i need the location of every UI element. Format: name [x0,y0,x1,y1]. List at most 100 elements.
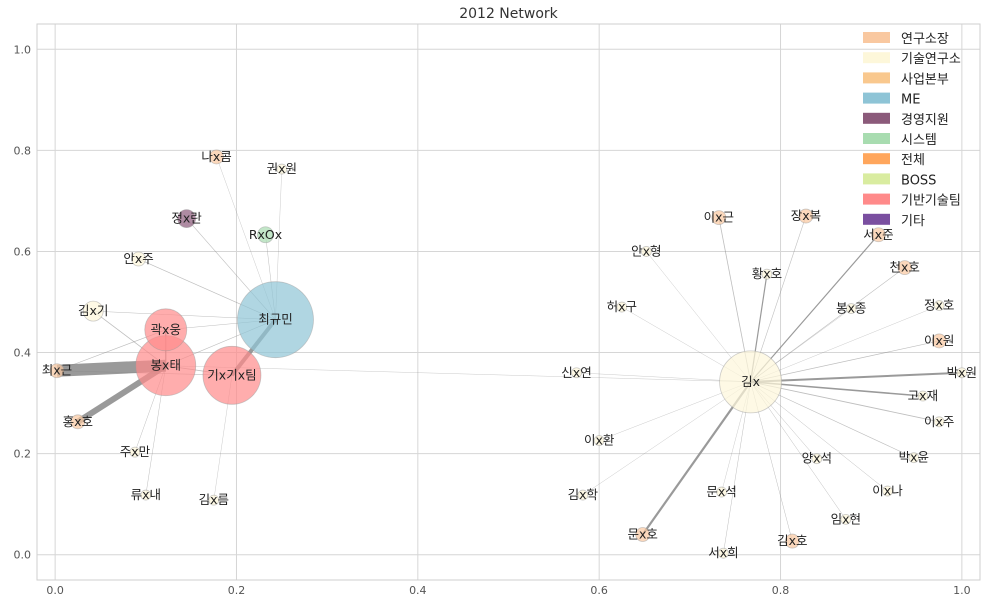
plot-frame [36,23,981,581]
legend-label: 전체 [901,153,925,168]
node-circle [711,210,727,225]
node-label: 고x재 [908,388,938,403]
node-circle [897,260,913,276]
node-label: 곽x웅 [151,322,181,337]
y-tick-label: 0.8 [14,144,32,157]
node-circle [956,367,968,379]
node-circle [577,489,589,501]
node-label: 김x호 [777,533,807,548]
node-label: 서x준 [863,227,893,242]
node-label: 황x호 [752,266,782,281]
x-tick-label: 0.4 [409,584,427,597]
node-circle [811,453,823,465]
legend-label: 기반기술팀 [901,194,961,209]
node-label: 임x현 [831,511,861,526]
node-circle [131,251,146,267]
node-circle [845,303,857,314]
node-label: 문x호 [627,527,657,542]
legend-swatch [863,32,890,43]
y-tick-label: 0.2 [14,448,32,461]
legend-swatch [863,193,890,205]
node-circle [933,300,945,311]
node-label: 문x석 [706,484,736,499]
node-circle [616,301,628,313]
node-label: 서x희 [708,545,738,560]
node-label: 기x기x팀 [207,367,256,382]
node-circle [761,268,773,280]
node-label: 천x호 [890,260,920,275]
node-label: 김x학 [568,487,599,502]
nodes [49,149,968,559]
node-label: 권x원 [267,161,297,176]
node-label: 이x주 [924,414,954,429]
node-label: 이x근 [704,210,734,225]
legend-label: 시스템 [901,133,937,148]
node-circle [931,333,947,349]
node-circle [716,486,727,498]
node-circle [177,209,197,229]
edge [750,340,940,383]
legend-label: ME [901,93,920,108]
node-label: 홍x호 [63,414,93,429]
chart-title: 2012 Network [459,6,558,22]
node-label: 박x윤 [899,450,929,465]
node-circle [593,435,605,446]
legend-swatch [863,153,890,165]
legend-label: 연구소장 [901,32,949,47]
x-tick-label: 0.0 [46,584,64,597]
node-circle [257,226,274,244]
edge [750,371,962,383]
node-label: 김x름 [199,492,229,507]
node-label: 이x원 [924,333,954,348]
node-label: 안x주 [123,251,153,266]
node-circle [571,367,582,379]
node-circle [840,513,852,525]
legend-swatch [863,52,890,64]
node-label: 허x구 [607,299,637,314]
node-circle [784,533,800,549]
node-label: 안x형 [631,243,661,258]
node-label: 봉x태 [151,358,181,373]
edge [582,381,751,496]
node-label: 장x복 [791,208,821,223]
node-label: 이x나 [872,483,903,498]
edge [750,381,940,423]
node-circle [908,452,920,464]
node-circle [635,527,651,542]
node-label: 박x원 [947,365,977,380]
node-label: 나x콤 [201,149,231,164]
node-circle [208,494,220,506]
node-circle [49,363,65,379]
node-label: 정x란 [171,211,202,226]
legend-swatch [863,133,890,144]
x-tick-label: 0.2 [228,584,246,597]
node-circle [917,390,929,402]
x-tick-label: 0.8 [772,584,790,597]
node-label: 봉x종 [836,301,866,316]
node-label: 정x호 [924,298,954,313]
node-label: 류x내 [131,487,161,502]
node-circle [237,281,314,359]
edge [750,305,940,383]
legend-swatch [863,213,890,225]
y-tick-label: 1.0 [14,43,32,56]
node-label: RxOx [249,227,282,242]
grid [37,24,980,580]
node-label: 최규민 [258,312,293,327]
node-label: 이x환 [584,432,615,447]
node-circle [640,246,652,257]
node-circle [719,350,782,414]
node-circle [871,227,886,243]
edge [750,267,905,383]
node-circle [140,489,152,501]
y-tick-label: 0.6 [14,245,32,258]
y-tick-label: 0.0 [14,549,32,562]
edge [750,234,879,383]
node-label: 신x연 [561,365,591,380]
node-circle [882,485,893,497]
legend-swatch [863,173,890,185]
